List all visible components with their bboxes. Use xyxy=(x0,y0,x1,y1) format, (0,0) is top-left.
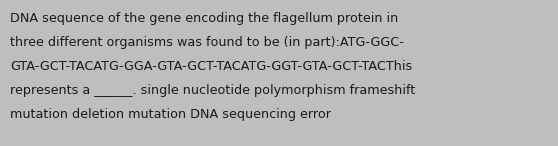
Text: mutation deletion mutation DNA sequencing error: mutation deletion mutation DNA sequencin… xyxy=(10,108,331,121)
Text: GTA-GCT-TACATG-GGA-GTA-GCT-TACATG-GGT-GTA-GCT-TACThis: GTA-GCT-TACATG-GGA-GTA-GCT-TACATG-GGT-GT… xyxy=(10,60,412,73)
Text: represents a ______. single nucleotide polymorphism frameshift: represents a ______. single nucleotide p… xyxy=(10,84,415,97)
Text: DNA sequence of the gene encoding the flagellum protein in: DNA sequence of the gene encoding the fl… xyxy=(10,12,398,25)
Text: three different organisms was found to be (in part):ATG-GGC-: three different organisms was found to b… xyxy=(10,36,404,49)
